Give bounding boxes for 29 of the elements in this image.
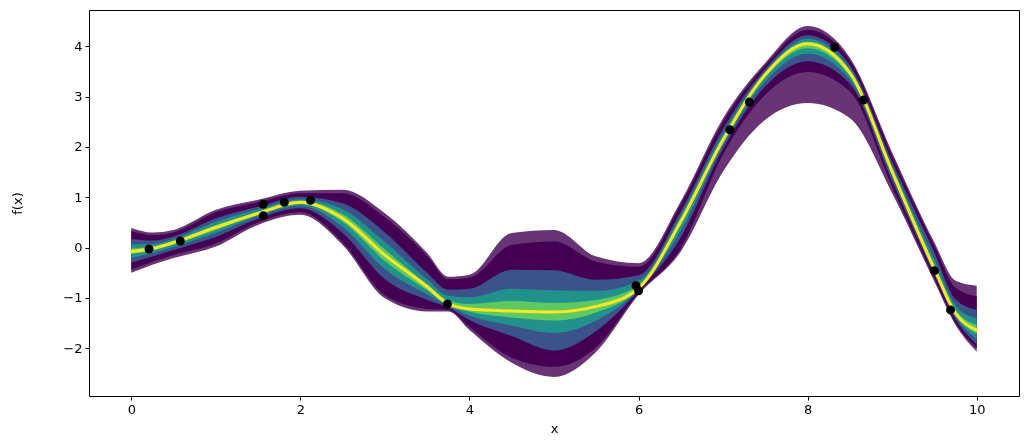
point [443,299,452,309]
point [144,244,154,254]
point [279,197,289,207]
point [830,42,840,52]
x-tick-label: 10 [968,401,986,417]
x-axis-title: x [550,420,559,436]
point [175,236,185,246]
y-axis-title: f(x) [10,192,26,215]
x-tick-label: 0 [127,401,136,417]
point [946,305,955,315]
point [306,195,315,205]
y-tick-label: −2 [63,340,83,356]
point [258,211,268,221]
point [725,125,735,135]
x-tick-label: 8 [804,401,813,417]
point [634,286,644,296]
point [744,97,754,107]
point [858,95,868,105]
y-tick-label: 2 [74,139,83,155]
x-tick-label: 6 [634,401,644,417]
x-tick-label: 4 [465,401,475,417]
y-tick-label: 1 [74,189,83,205]
point [258,199,268,209]
x-tick-label: 2 [296,401,305,417]
y-tick-label: 0 [74,240,83,256]
y-tick-label: 3 [74,89,83,105]
y-tick-label: −1 [63,290,83,306]
point [929,266,939,276]
y-tick-label: 4 [74,38,83,54]
